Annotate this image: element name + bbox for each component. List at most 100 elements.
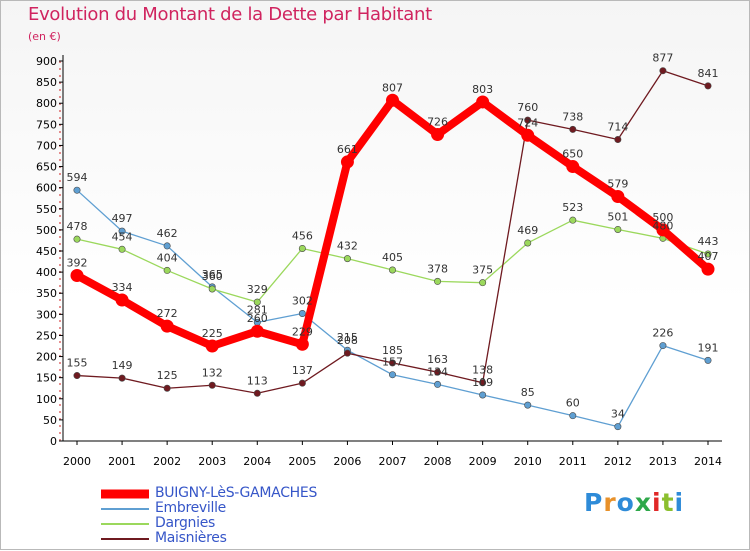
data-point [569, 412, 577, 420]
chart-title: Evolution du Montant de la Dette par Hab… [28, 4, 432, 25]
data-label: 157 [382, 356, 403, 369]
data-label: 432 [337, 240, 358, 253]
data-point [298, 379, 306, 387]
legend-swatch [101, 507, 149, 510]
data-label: 365 [202, 268, 223, 281]
data-label: 113 [247, 374, 268, 387]
x-tick-label: 2013 [649, 455, 677, 468]
legend-swatch [101, 522, 149, 525]
data-point [524, 116, 532, 124]
x-tick-label: 2012 [604, 455, 632, 468]
y-tick-label: 100 [36, 393, 57, 406]
data-label: 456 [292, 229, 313, 242]
data-point [476, 95, 490, 109]
data-label: 149 [112, 359, 133, 372]
data-point [431, 127, 445, 141]
data-point [614, 225, 622, 233]
data-label: 225 [202, 327, 223, 340]
data-point [704, 82, 712, 90]
data-label: 109 [472, 376, 493, 389]
data-label: 125 [157, 369, 178, 382]
data-point [250, 324, 264, 338]
x-tick-label: 2006 [333, 455, 361, 468]
data-point [386, 93, 399, 107]
data-label: 497 [112, 212, 133, 225]
data-label: 714 [607, 121, 628, 134]
y-tick-label: 650 [36, 161, 57, 174]
x-tick-label: 2002 [153, 455, 181, 468]
legend-swatch [101, 537, 149, 540]
y-tick-label: 200 [36, 351, 57, 364]
data-label: 523 [562, 201, 583, 214]
data-label: 226 [652, 327, 673, 340]
data-label: 215 [337, 331, 358, 344]
data-point [521, 128, 535, 142]
data-point [659, 67, 667, 75]
data-label: 260 [247, 312, 268, 325]
y-tick-label: 350 [36, 287, 57, 300]
data-point [614, 423, 622, 431]
data-point [73, 186, 81, 194]
y-tick-label: 600 [36, 182, 57, 195]
data-point [434, 380, 442, 388]
y-tick-label: 300 [36, 308, 57, 321]
data-point [118, 245, 126, 253]
data-point [118, 374, 126, 382]
data-label: 229 [292, 325, 313, 338]
data-point [479, 379, 487, 387]
y-tick-label: 900 [36, 55, 57, 68]
logo-letter: t [661, 488, 675, 517]
data-point [208, 285, 216, 293]
data-point [205, 339, 219, 353]
logo-letter: x [634, 488, 652, 517]
legend-label: Maisnières [155, 530, 227, 546]
x-tick-label: 2001 [108, 455, 136, 468]
data-point [524, 401, 532, 409]
x-tick-label: 2010 [514, 455, 542, 468]
data-point [298, 244, 306, 252]
data-label: 132 [202, 366, 223, 379]
data-label: 462 [157, 227, 178, 240]
data-label: 807 [382, 81, 403, 94]
data-label: 302 [292, 294, 313, 307]
y-tick-label: 150 [36, 372, 57, 385]
y-tick-label: 500 [36, 224, 57, 237]
data-label: 208 [337, 334, 358, 347]
x-tick-label: 2003 [198, 455, 226, 468]
legend-label: BUIGNY-LèS-GAMACHES [155, 485, 318, 501]
data-point [73, 235, 81, 243]
data-point [566, 160, 580, 174]
data-point [611, 190, 625, 204]
data-point [569, 125, 577, 133]
data-point [253, 389, 261, 397]
y-tick-label: 0 [50, 435, 57, 448]
x-tick-label: 2008 [424, 455, 452, 468]
data-label: 407 [698, 250, 719, 263]
data-point [388, 266, 396, 274]
data-label: 185 [382, 344, 403, 357]
logo-letter: r [603, 488, 617, 517]
data-point [569, 216, 577, 224]
data-point [163, 242, 171, 250]
data-point [118, 227, 126, 235]
data-point [659, 342, 667, 350]
y-tick-label: 700 [36, 139, 57, 152]
legend-label: Embreville [155, 500, 226, 516]
y-tick-label: 550 [36, 203, 57, 216]
data-label: 405 [382, 251, 403, 264]
data-label: 724 [517, 116, 538, 129]
data-point [701, 262, 715, 276]
data-point [614, 136, 622, 144]
data-point [73, 372, 81, 380]
data-label: 272 [157, 307, 178, 320]
data-label: 134 [427, 365, 448, 378]
data-point [434, 277, 442, 285]
x-tick-label: 2005 [288, 455, 316, 468]
data-label: 726 [427, 115, 448, 128]
logo-letter: i [652, 488, 662, 517]
x-tick-label: 2000 [63, 455, 91, 468]
data-point [388, 371, 396, 379]
data-label: 378 [427, 262, 448, 275]
data-point [115, 293, 129, 307]
proxiti-logo: Proxiti [584, 488, 684, 517]
